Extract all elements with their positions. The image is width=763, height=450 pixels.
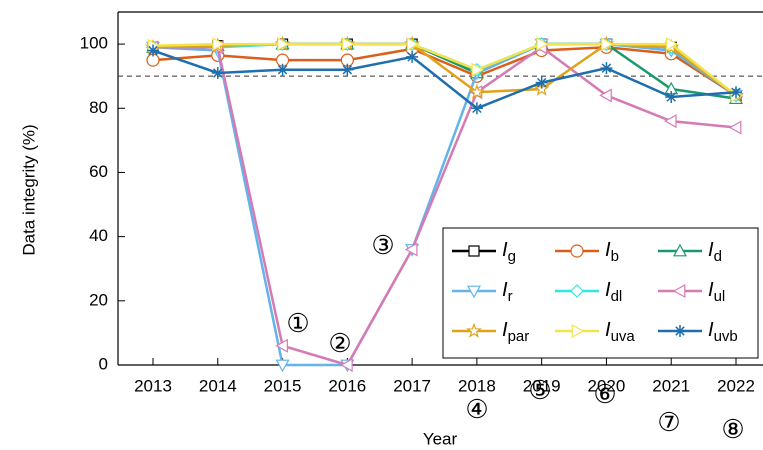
x-tick-label: 2016 <box>328 376 366 395</box>
data-point <box>730 86 742 99</box>
series-line <box>152 42 737 97</box>
annotation: ⑥ <box>593 379 616 409</box>
series-line <box>152 46 737 97</box>
x-tick-label: 2019 <box>523 376 561 395</box>
data-point <box>406 50 419 63</box>
annotation: ① <box>286 308 309 338</box>
data-point <box>601 37 614 52</box>
y-axis-label: Data integrity (%) <box>19 124 38 255</box>
data-point <box>275 359 290 373</box>
data-point <box>663 114 677 129</box>
legend-label: Ipar <box>502 319 529 345</box>
legend-box <box>442 227 759 359</box>
y-tick-label: 0 <box>99 354 108 373</box>
legend-label: Ir <box>502 279 513 305</box>
annotation: ⑦ <box>657 407 680 437</box>
data-point <box>536 37 549 52</box>
series-line <box>152 42 737 367</box>
legend-marker <box>466 285 482 299</box>
y-tick-label: 60 <box>89 162 108 181</box>
data-point <box>471 62 485 77</box>
series-line <box>152 49 737 110</box>
data-point <box>665 37 679 52</box>
legend-marker <box>672 243 688 257</box>
legend-marker <box>570 284 584 298</box>
data-point <box>600 62 613 75</box>
data-point <box>340 357 353 373</box>
legend-label: Ig <box>502 239 516 265</box>
legend-label: Iuvb <box>708 319 738 345</box>
legend-label: Ib <box>605 239 619 265</box>
data-point <box>275 338 288 353</box>
legend-label: Idl <box>605 279 622 305</box>
annotation: ④ <box>465 394 488 424</box>
data-point <box>341 63 354 76</box>
x-tick-label: 2018 <box>458 376 496 395</box>
legend-label: Iuva <box>605 319 635 345</box>
annotation: ⑤ <box>528 375 551 405</box>
data-point <box>406 37 420 52</box>
x-tick-label: 2015 <box>264 376 302 395</box>
data-point <box>535 76 548 89</box>
data-point <box>277 37 290 52</box>
data-point <box>468 83 485 100</box>
legend-marker <box>466 322 482 338</box>
legend-label: Id <box>708 239 722 265</box>
data-point <box>728 120 742 135</box>
x-tick-label: 2022 <box>717 376 755 395</box>
annotation: ⑧ <box>721 414 744 444</box>
x-tick-label: 2021 <box>652 376 690 395</box>
legend-marker <box>571 323 585 339</box>
legend-marker <box>570 244 584 258</box>
y-tick-label: 100 <box>80 34 108 53</box>
y-tick-label: 80 <box>89 98 108 117</box>
x-tick-label: 2020 <box>588 376 626 395</box>
annotation: ② <box>328 328 351 358</box>
series-line <box>153 45 737 367</box>
data-point <box>665 91 678 104</box>
y-tick-label: 40 <box>89 226 108 245</box>
x-axis-label: Year <box>423 429 458 448</box>
legend-marker <box>674 325 686 337</box>
data-point <box>211 66 224 79</box>
legend: Ig Ib Id Ir Idl Iul Ipar Iuva Iuvb <box>442 227 759 359</box>
y-tick-label: 20 <box>89 290 108 309</box>
x-tick-label: 2013 <box>134 376 172 395</box>
data-point <box>212 37 226 52</box>
legend-marker <box>672 283 686 299</box>
data-point <box>341 37 355 52</box>
data-point <box>147 44 159 57</box>
x-tick-label: 2014 <box>199 376 237 395</box>
data-point <box>404 242 418 257</box>
data-point <box>276 63 289 76</box>
annotation: ③ <box>371 230 394 260</box>
x-tick-label: 2017 <box>393 376 431 395</box>
data-point <box>470 102 483 115</box>
data-point <box>599 88 612 103</box>
legend-label: Iul <box>708 279 725 305</box>
legend-marker <box>468 245 480 257</box>
